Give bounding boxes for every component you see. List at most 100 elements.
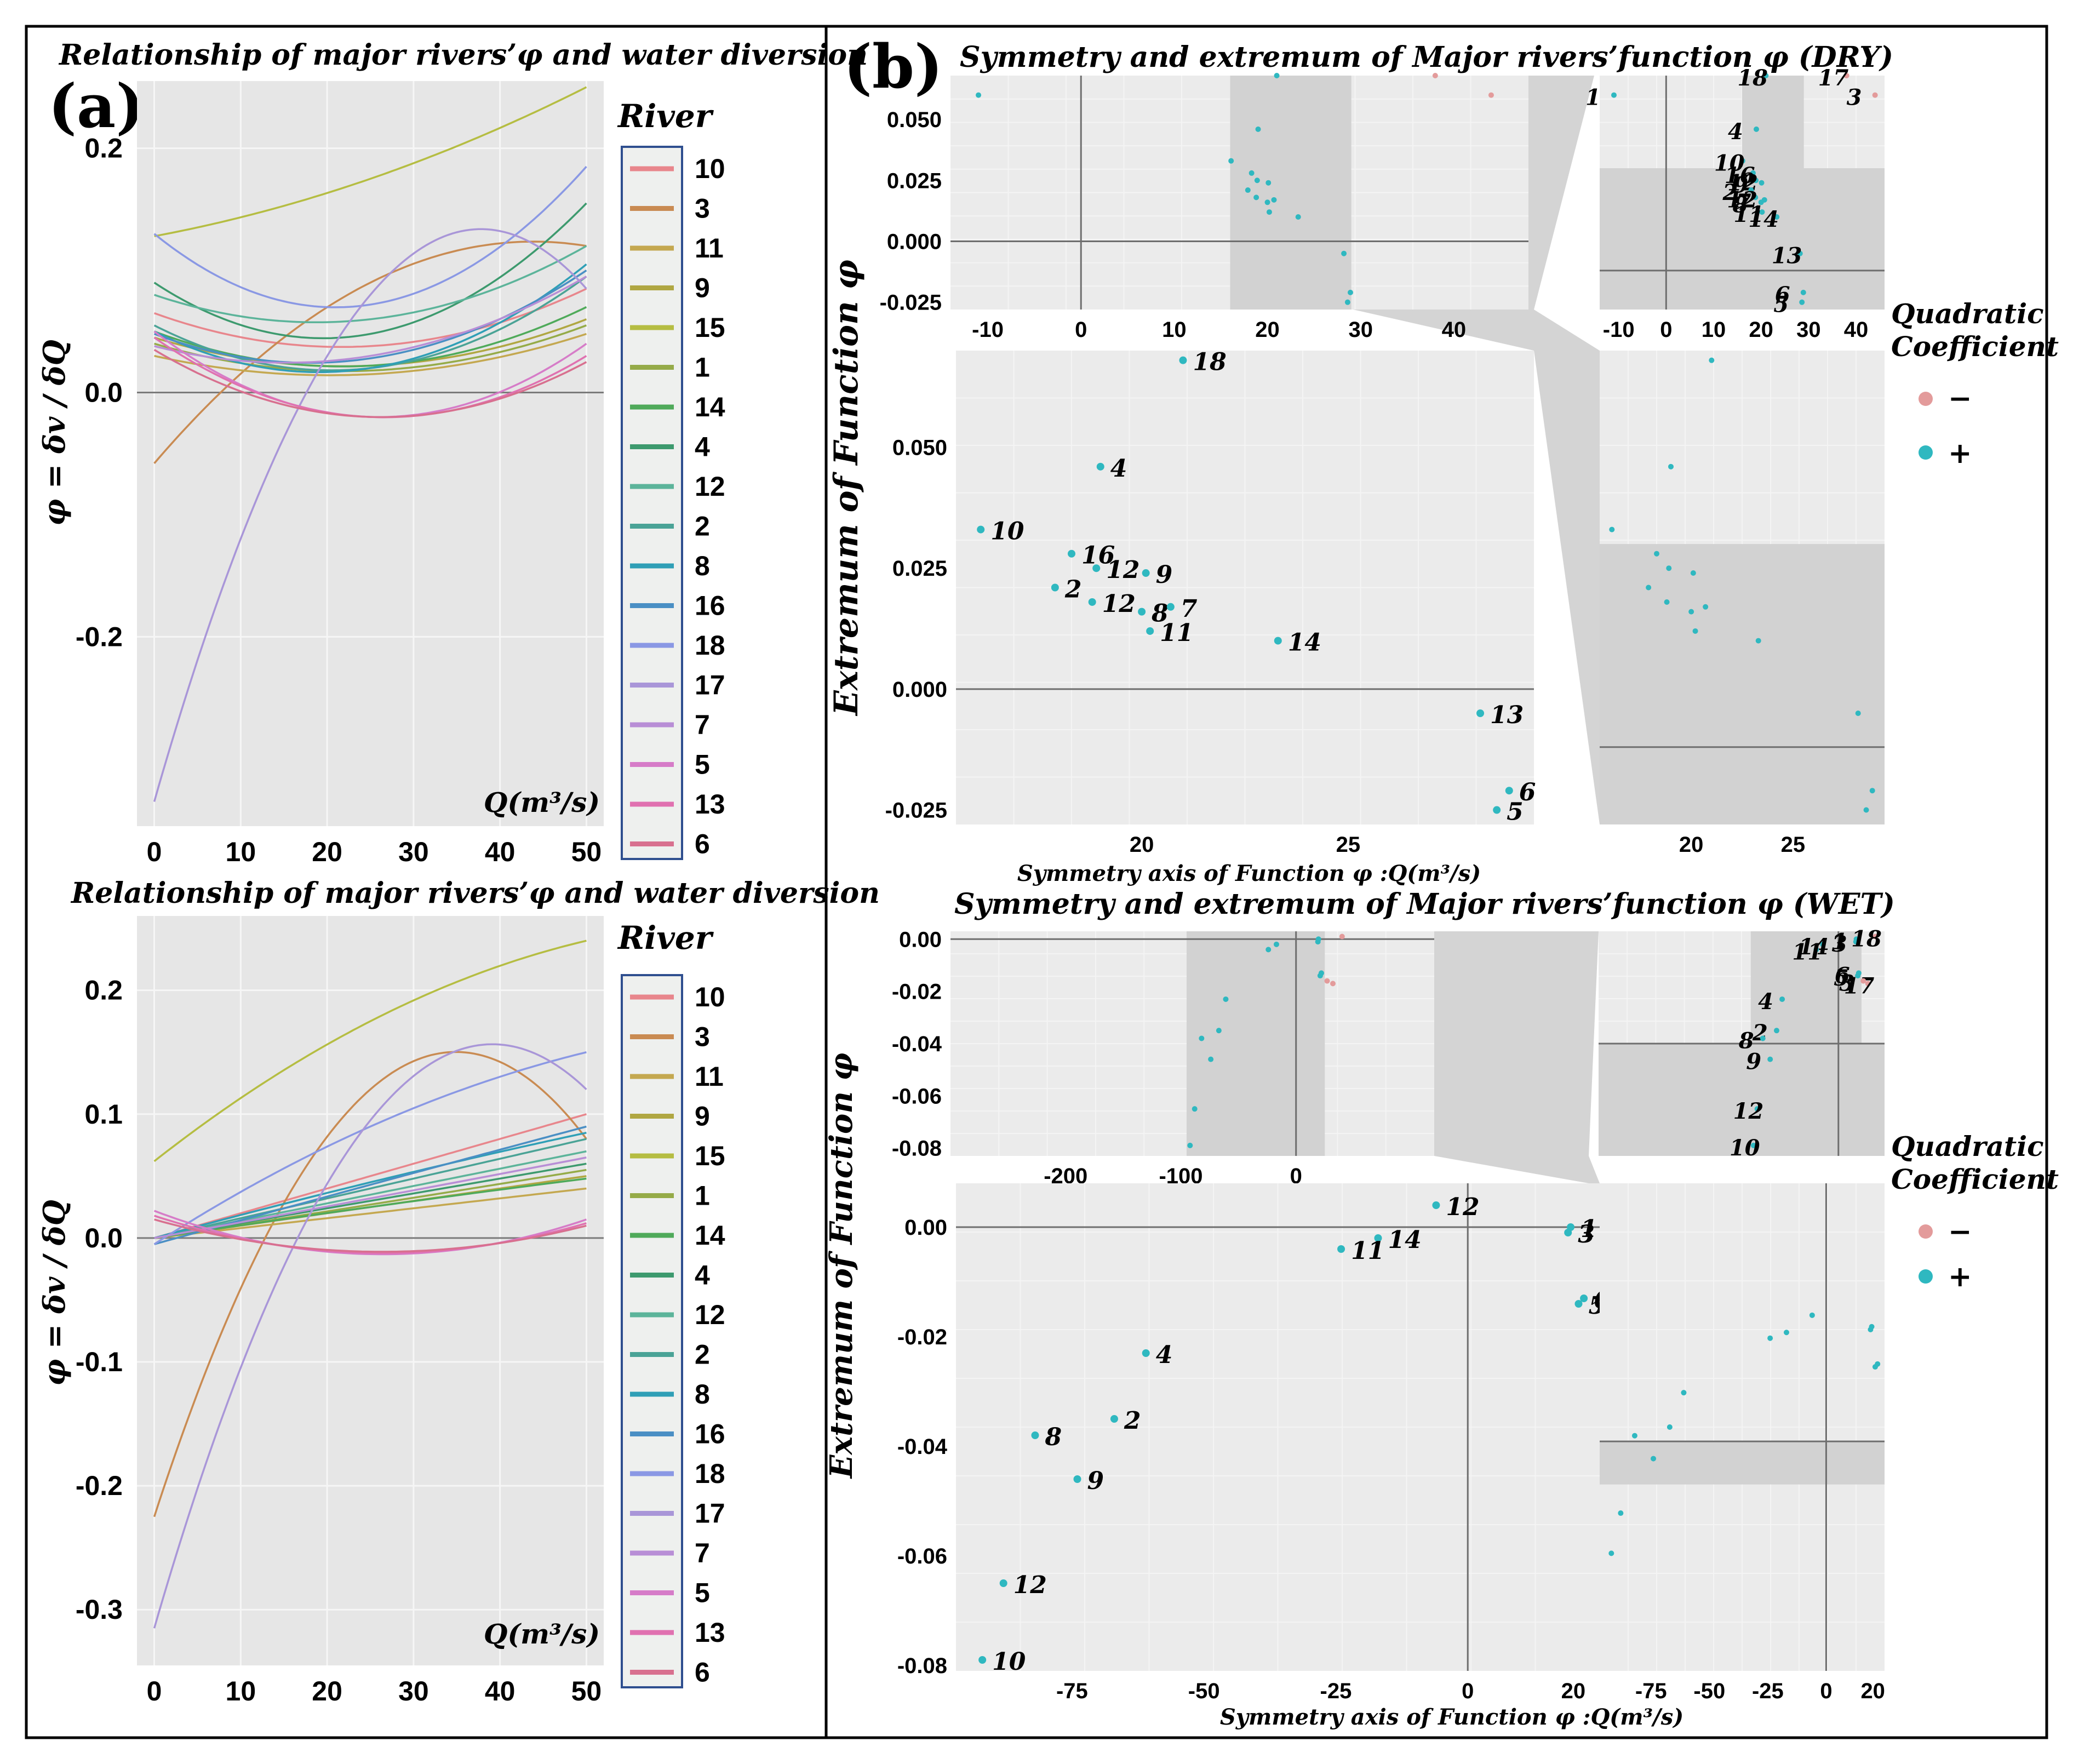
point-label: 11	[1351, 1237, 1384, 1265]
point-label: 11	[1733, 202, 1764, 227]
y-tick-label: -0.08	[892, 1137, 942, 1161]
point-river-5	[1872, 1364, 1878, 1370]
series-line-river-12	[154, 245, 587, 324]
x-tick-label: 50	[571, 837, 602, 867]
legend-label: 2	[695, 1339, 710, 1370]
point-river-7	[1703, 604, 1709, 610]
point-river-11	[1692, 628, 1698, 634]
chart-a-dry-title: Relationship of major rivers’φ and water…	[58, 38, 868, 72]
legend-label: 10	[695, 982, 725, 1012]
legend-b-dry-pos-label: +	[1948, 437, 1972, 470]
point-label: 12	[1446, 1193, 1479, 1221]
point-river-11	[1146, 627, 1154, 635]
x-tick-label: 0	[1075, 318, 1087, 342]
point-river-5	[1344, 299, 1350, 305]
chart-a-dry-ylabel: φ = δv / δQ	[37, 340, 72, 525]
chart-a-wet-y-ticks: -0.3 -0.2 -0.1 0.0 0.1 0.2	[76, 975, 123, 1625]
point-label: 12	[1727, 187, 1757, 213]
point-label: 8	[1738, 1028, 1754, 1053]
point-river-8	[1760, 1035, 1766, 1041]
point-river-17	[1330, 981, 1336, 987]
point-label: 12	[1102, 590, 1136, 618]
point-label: 17	[1844, 973, 1875, 999]
chart-b-dry-ylabel: Extremum of Function φ	[827, 260, 866, 717]
point-river-10	[1228, 158, 1234, 164]
point-river-17	[1865, 981, 1871, 987]
y-tick-label: -0.2	[76, 1470, 123, 1501]
y-tick-label: 0.0	[84, 1223, 123, 1253]
point-river-16	[1750, 170, 1756, 176]
legend-label: 8	[695, 1379, 710, 1410]
point-river-8	[1138, 608, 1146, 616]
legend-b-dry-title-1: Quadratic	[1891, 297, 2044, 330]
y-tick-label: 0.000	[892, 678, 947, 702]
point-label: 2	[1722, 180, 1738, 205]
legend-label: 3	[695, 193, 710, 224]
x-tick-label: -75	[1635, 1679, 1667, 1703]
point-label: 18	[1737, 65, 1768, 91]
point-label: 11	[1792, 939, 1823, 965]
point-label: 5	[1773, 292, 1789, 318]
point-river-6	[1347, 289, 1353, 295]
chart-b-dry-title: Symmetry and extremum of Major rivers’fu…	[960, 41, 1893, 74]
legend-label: 5	[695, 749, 710, 780]
point-river-2	[1245, 187, 1251, 193]
series-line-river-18	[153, 1051, 587, 1245]
point-river-7	[1761, 197, 1767, 203]
point-river-12	[1092, 564, 1101, 572]
point-river-14	[1755, 638, 1761, 644]
x-tick-label: 20	[312, 1676, 342, 1706]
point-river-5	[1855, 973, 1861, 979]
legend-label: 15	[695, 312, 725, 343]
point-river-12	[1754, 1106, 1760, 1112]
point-label: 10	[1714, 151, 1745, 176]
point-river-5	[1863, 807, 1869, 813]
point-river-9	[1142, 569, 1150, 577]
y-tick-label: -0.02	[892, 980, 942, 1004]
point-label: 7	[1181, 595, 1198, 623]
series-line-river-3	[153, 1051, 587, 1517]
chart-b-wet-ylabel: Extremum of Function φ	[823, 1052, 860, 1479]
x-tick-label: 20	[1130, 833, 1154, 857]
series-line-river-2	[154, 1138, 587, 1239]
series-line-river-10	[154, 1113, 587, 1239]
figure-border	[25, 25, 2048, 1739]
legend-b-dry: Quadratic Coefficient − +	[1891, 297, 2059, 470]
point-label: 16	[1725, 163, 1755, 188]
point-label: 13	[1772, 243, 1802, 269]
point-river-11	[1266, 209, 1272, 215]
point-river-14	[1783, 1330, 1789, 1336]
chart-b-dry-xlabel: Symmetry axis of Function φ :Q(m³/s)	[1017, 861, 1481, 886]
y-tick-label: -0.025	[880, 291, 942, 315]
point-river-2	[1748, 187, 1754, 193]
chart-a-wet-x-ticks: 0 10 20 30 40 50	[147, 1676, 602, 1706]
point-label: 5	[1507, 798, 1524, 826]
point-river-14	[1774, 214, 1780, 220]
point-label: 9	[1733, 173, 1749, 198]
chart-b-wet-title: Symmetry and extremum of Major rivers’fu…	[954, 887, 1895, 921]
point-river-12	[999, 1579, 1007, 1587]
y-tick-label: -0.06	[897, 1544, 947, 1568]
point-label: 4	[1758, 989, 1773, 1015]
y-tick-label: 0.2	[84, 975, 123, 1006]
point-river-14	[1820, 941, 1826, 947]
legend-label: 4	[695, 432, 710, 462]
y-tick-label: 0.00	[904, 1216, 947, 1240]
x-tick-label: 30	[398, 837, 429, 867]
point-label: 18	[1851, 926, 1882, 952]
point-river-2	[1646, 585, 1652, 591]
series-line-river-6	[153, 348, 587, 419]
point-label: 6	[1835, 963, 1850, 988]
point-river-13	[1476, 709, 1485, 717]
x-tick-label: 0	[1290, 1164, 1302, 1188]
series-line-river-17	[153, 1043, 587, 1629]
point-river-17	[1432, 73, 1438, 78]
series-line-river-11	[154, 333, 587, 376]
point-label: 12	[1733, 1098, 1764, 1124]
series-line-river-3	[153, 240, 587, 464]
point-label: 8	[1044, 1423, 1062, 1451]
point-river-3	[1860, 978, 1866, 984]
series-line-river-8	[154, 1131, 587, 1239]
legend-b-wet-title-1: Quadratic	[1891, 1130, 2044, 1162]
point-river-2	[1051, 583, 1059, 592]
